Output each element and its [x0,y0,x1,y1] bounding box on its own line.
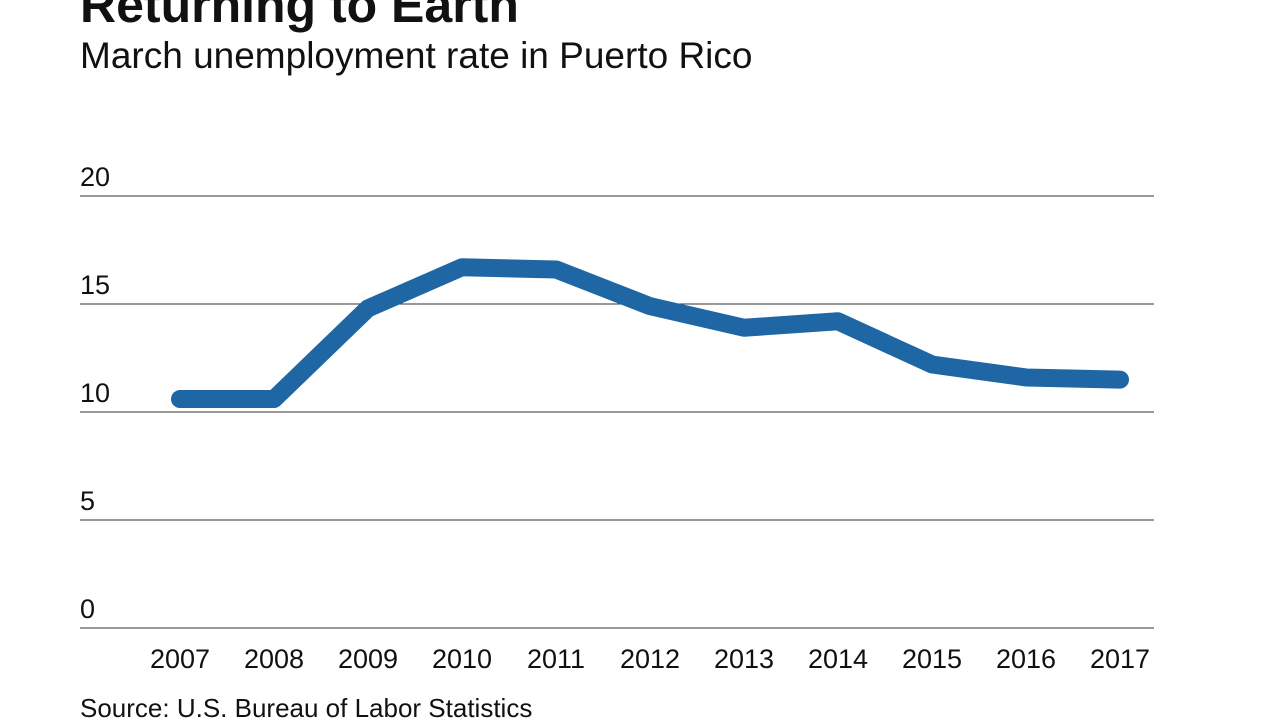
x-tick-label: 2011 [527,644,585,674]
y-tick-label: 10 [80,378,110,408]
x-tick-label: 2013 [714,644,774,674]
x-tick-label: 2010 [432,644,492,674]
chart-title: Returning to Earth [80,0,519,33]
x-tick-label: 2014 [808,644,868,674]
y-tick-label: 20 [80,162,110,192]
source-note: Source: U.S. Bureau of Labor Statistics [80,693,532,720]
x-tick-label: 2015 [902,644,962,674]
x-tick-label: 2008 [244,644,304,674]
x-tick-label: 2012 [620,644,680,674]
x-tick-label: 2017 [1090,644,1150,674]
x-tick-label: 2009 [338,644,398,674]
x-tick-label: 2016 [996,644,1056,674]
y-tick-label: 0 [80,594,95,624]
y-tick-label: 5 [80,486,95,516]
y-tick-label: 15 [80,270,110,300]
x-tick-label: 2007 [150,644,210,674]
data-line [171,258,1129,409]
chart-subtitle: March unemployment rate in Puerto Rico [80,35,752,76]
